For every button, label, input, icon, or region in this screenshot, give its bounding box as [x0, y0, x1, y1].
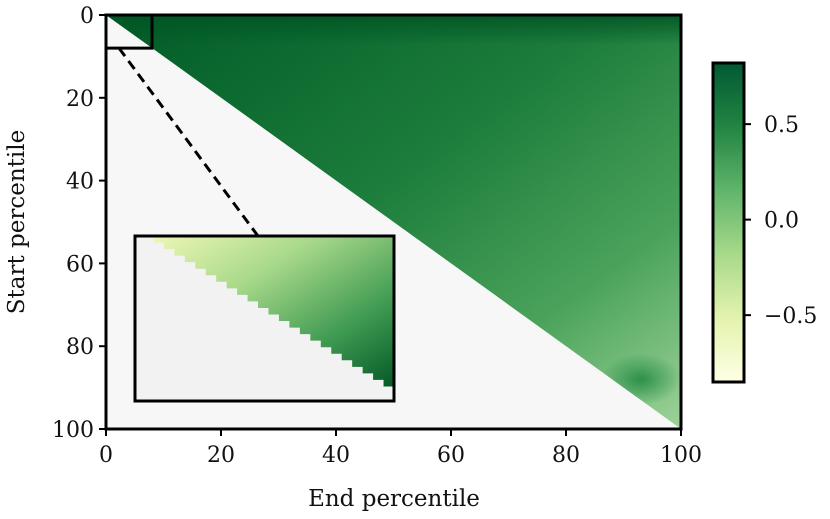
x-tick-label: 80	[552, 443, 580, 468]
heatmap-region	[106, 15, 681, 429]
y-tick-label: 0	[80, 4, 94, 29]
y-axis: 0 20 40 60 80 100	[52, 4, 106, 443]
colorbar-tick-label: −0.5	[764, 304, 817, 329]
zoom-connector-line	[117, 47, 260, 237]
y-tick-label: 40	[66, 170, 94, 195]
colorbar-ticks: 0.5 0.0 −0.5	[744, 113, 817, 329]
heatmap-upper-triangle	[106, 15, 681, 429]
y-tick-label: 80	[66, 335, 94, 360]
inset-heatmap-staircase	[143, 236, 394, 393]
y-axis-label: Start percentile	[4, 130, 30, 314]
x-tick-label: 60	[437, 443, 465, 468]
inset	[133, 234, 396, 403]
x-tick-label: 0	[99, 443, 113, 468]
x-tick-label: 20	[207, 443, 235, 468]
inset-frame	[133, 234, 396, 403]
plot-frame	[104, 13, 683, 431]
x-tick-label: 40	[322, 443, 350, 468]
x-axis-label: End percentile	[308, 486, 480, 512]
x-axis: 0 20 40 60 80 100	[99, 429, 702, 468]
colorbar: 0.5 0.0 −0.5	[711, 61, 817, 384]
colorbar-tick-label: 0.5	[764, 113, 799, 138]
colorbar-tick-label: 0.0	[764, 209, 799, 234]
y-tick-label: 100	[52, 418, 94, 443]
y-tick-label: 60	[66, 252, 94, 277]
heatmap-top-band	[106, 15, 681, 45]
colorbar-gradient	[711, 61, 746, 384]
y-tick-label: 20	[66, 87, 94, 112]
x-tick-label: 100	[660, 443, 702, 468]
